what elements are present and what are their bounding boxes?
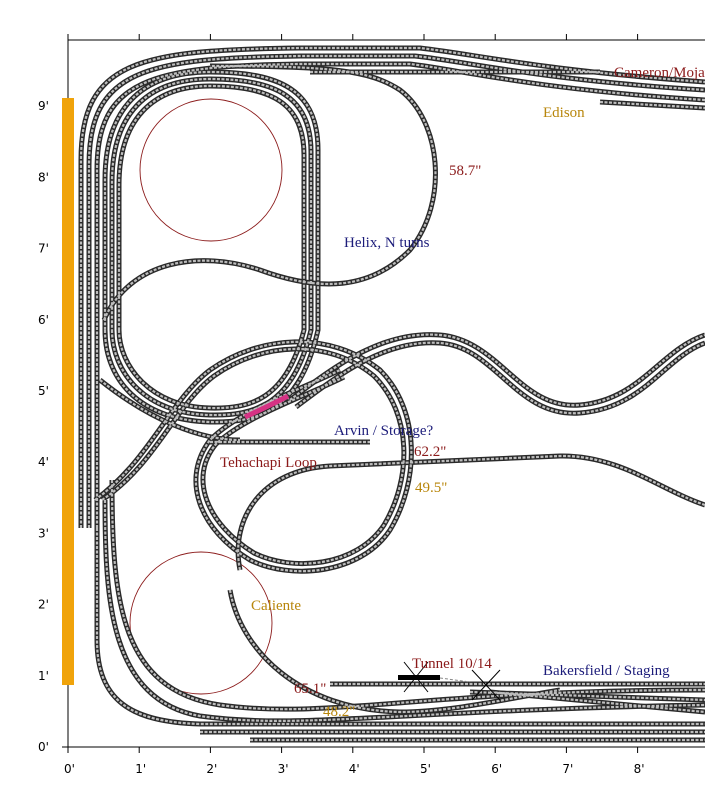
y-tick-label: 6'	[38, 313, 49, 327]
measure-62-2: 62.2"	[414, 444, 446, 460]
track-staging-c	[489, 689, 705, 715]
track-outer-loop-b	[86, 53, 705, 528]
highlight-segment	[243, 393, 290, 420]
track-serpentine-a-ties	[289, 333, 705, 407]
track-helix-arc-ties	[102, 64, 437, 321]
track-arvin-lead-ties	[99, 379, 241, 442]
track-staging-b-ties	[469, 690, 705, 702]
y-tick-label: 7'	[38, 242, 49, 256]
track-outer-loop-b-ties	[87, 54, 705, 528]
track-network	[78, 45, 705, 743]
track-upper-loop-c	[116, 83, 307, 411]
label-bakersfield: Bakersfield / Staging	[543, 663, 670, 679]
track-bottom-b	[102, 499, 705, 724]
y-axis: 0' 1' 2' 3' 4' 5' 6' 7' 8' 9'	[38, 99, 68, 754]
track-outer-loop-a-ties	[79, 46, 705, 528]
y-tick-label: 0'	[38, 740, 49, 754]
label-tehachapi: Tehachapi Loop	[220, 455, 317, 471]
x-tick-label: 8'	[634, 762, 645, 776]
track-upper-loop-a-ties	[103, 70, 320, 424]
y-tick-label: 9'	[38, 99, 49, 113]
label-edison: Edison	[543, 105, 585, 121]
label-cameron: Cameron/Mojave	[614, 65, 705, 81]
track-outer-loop-c	[94, 61, 705, 528]
measure-58-7: 58.7"	[449, 163, 481, 179]
y-tick-label: 4'	[38, 455, 49, 469]
measure-65-1: 65.1"	[294, 681, 326, 697]
x-tick-label: 1'	[135, 762, 146, 776]
x-tick-label: 6'	[491, 762, 502, 776]
y-tick-label: 2'	[38, 598, 49, 612]
track-serpentine-b-ties	[295, 341, 705, 415]
label-arvin: Arvin / Storage?	[334, 423, 433, 439]
x-tick-label: 2'	[206, 762, 217, 776]
tunnel-bar	[398, 675, 440, 680]
track-bottom-b-ties	[103, 499, 705, 722]
label-helix: Helix, N turns	[344, 235, 430, 251]
track-edison-spur-ties	[599, 100, 705, 110]
measure-48-2: 48.2"	[323, 704, 355, 720]
track-bottom-a-ties	[95, 528, 705, 726]
y-tick-label: 5'	[38, 384, 49, 398]
tunnel	[398, 661, 501, 701]
tunnel-x-1b	[403, 661, 429, 693]
track-bottom-c-ties	[110, 479, 705, 711]
track-outer-loop-c-ties	[95, 62, 705, 528]
x-axis: 0' 1' 2' 3' 4' 5' 6' 7' 8'	[64, 34, 645, 776]
x-tick-label: 4'	[349, 762, 360, 776]
label-tunnel: Tunnel 10/14	[412, 656, 492, 672]
y-tick-label: 8'	[38, 170, 49, 184]
x-tick-label: 3'	[278, 762, 289, 776]
track-caliente-loop-ties	[228, 589, 561, 714]
track-upper-loop-b-ties	[110, 77, 313, 417]
caliente-circle	[129, 551, 273, 695]
backdrop-bar	[62, 98, 74, 685]
track-mid-line-ties	[237, 454, 705, 571]
measure-49-5: 49.5"	[415, 480, 447, 496]
tunnel-x-2b	[471, 669, 501, 701]
track-tehachapi-loop-b-ties	[101, 347, 405, 565]
y-tick-label: 3'	[38, 526, 49, 540]
helix-circle	[139, 98, 283, 242]
x-tick-label: 7'	[562, 762, 573, 776]
track-upper-loop-b	[109, 76, 314, 418]
y-tick-label: 1'	[38, 669, 49, 683]
track-upper-loop-c-ties	[117, 84, 306, 410]
track-outer-loop-a	[78, 45, 705, 528]
label-caliente: Caliente	[251, 598, 301, 614]
x-tick-label: 5'	[420, 762, 431, 776]
x-tick-label: 0'	[64, 762, 75, 776]
track-tehachapi-loop-a-ties	[94, 340, 413, 573]
tunnel-dash	[439, 677, 471, 683]
